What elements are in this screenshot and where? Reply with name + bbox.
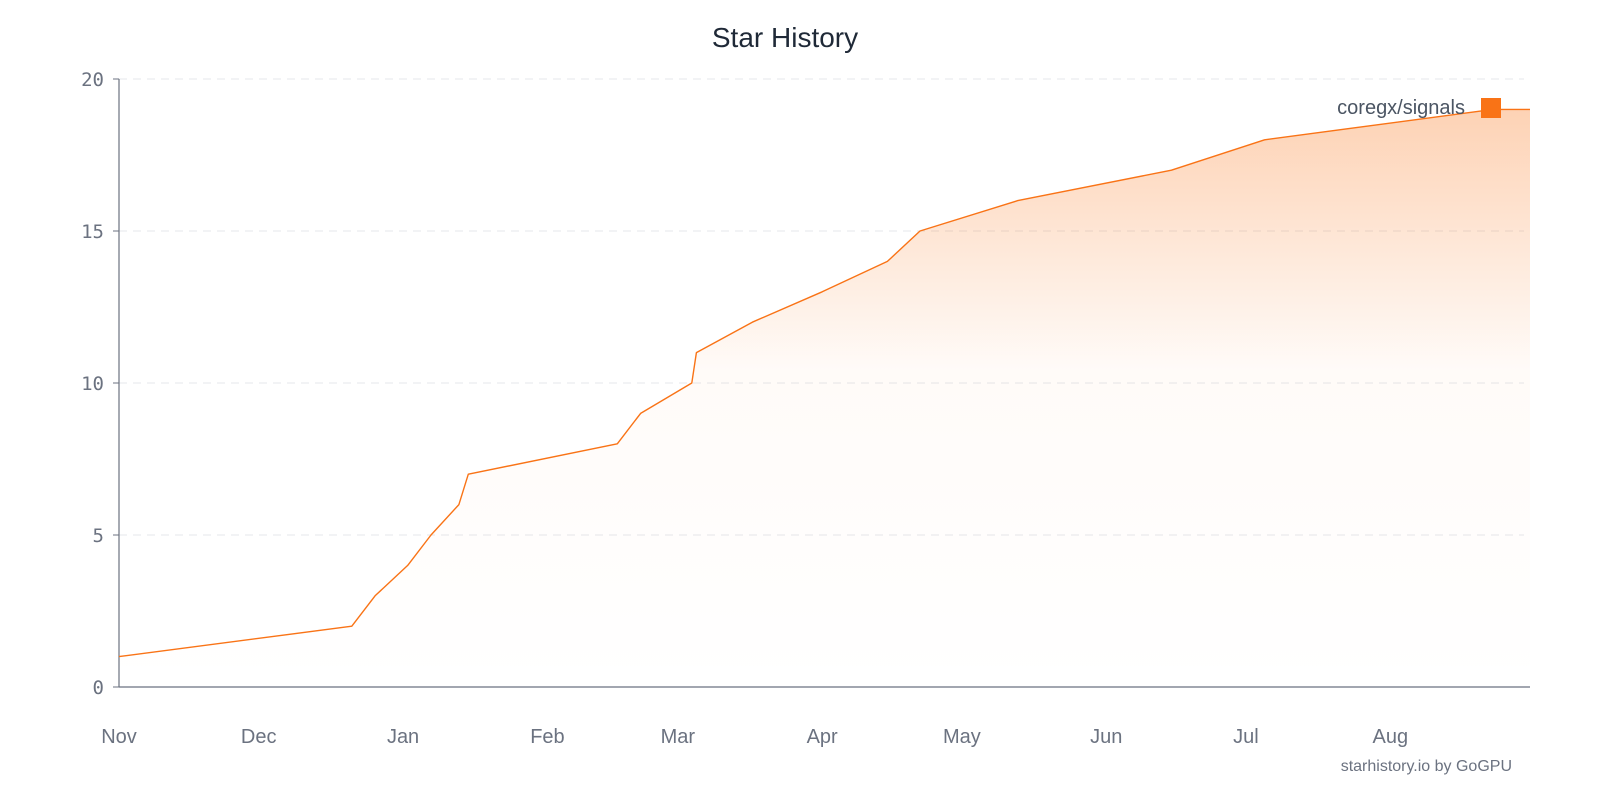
legend-swatch bbox=[1481, 98, 1501, 118]
y-axis-ticks: 0 5 10 15 20 bbox=[81, 69, 119, 699]
x-tick-label: Jan bbox=[387, 726, 419, 748]
series-line bbox=[118, 108, 1530, 658]
y-tick-label: 5 bbox=[93, 525, 104, 547]
x-tick-label: Aug bbox=[1373, 726, 1409, 748]
credit-text: starhistory.io by GoGPU bbox=[1341, 758, 1512, 775]
x-tick-label: Apr bbox=[807, 726, 838, 748]
y-tick-label: 0 bbox=[93, 677, 104, 699]
x-tick-label: May bbox=[943, 726, 981, 748]
x-tick-label: Feb bbox=[530, 726, 564, 748]
chart-title: Star History bbox=[712, 22, 858, 53]
x-tick-label: Mar bbox=[661, 726, 696, 748]
legend: coregx/signals bbox=[1337, 97, 1501, 119]
y-tick-label: 20 bbox=[81, 69, 104, 91]
series-line-group bbox=[118, 108, 1530, 658]
x-axis-ticks: Nov Dec Jan Feb Mar Apr May Jun Jul Aug bbox=[101, 726, 1408, 748]
x-tick-label: Jul bbox=[1233, 726, 1259, 748]
series-area-fill bbox=[119, 109, 1530, 687]
y-tick-label: 10 bbox=[81, 373, 104, 395]
x-tick-label: Jun bbox=[1090, 726, 1122, 748]
legend-label: coregx/signals bbox=[1337, 97, 1465, 119]
x-tick-label: Nov bbox=[101, 726, 137, 748]
x-tick-label: Dec bbox=[241, 726, 277, 748]
series-area bbox=[119, 109, 1530, 687]
y-tick-label: 15 bbox=[81, 221, 104, 243]
